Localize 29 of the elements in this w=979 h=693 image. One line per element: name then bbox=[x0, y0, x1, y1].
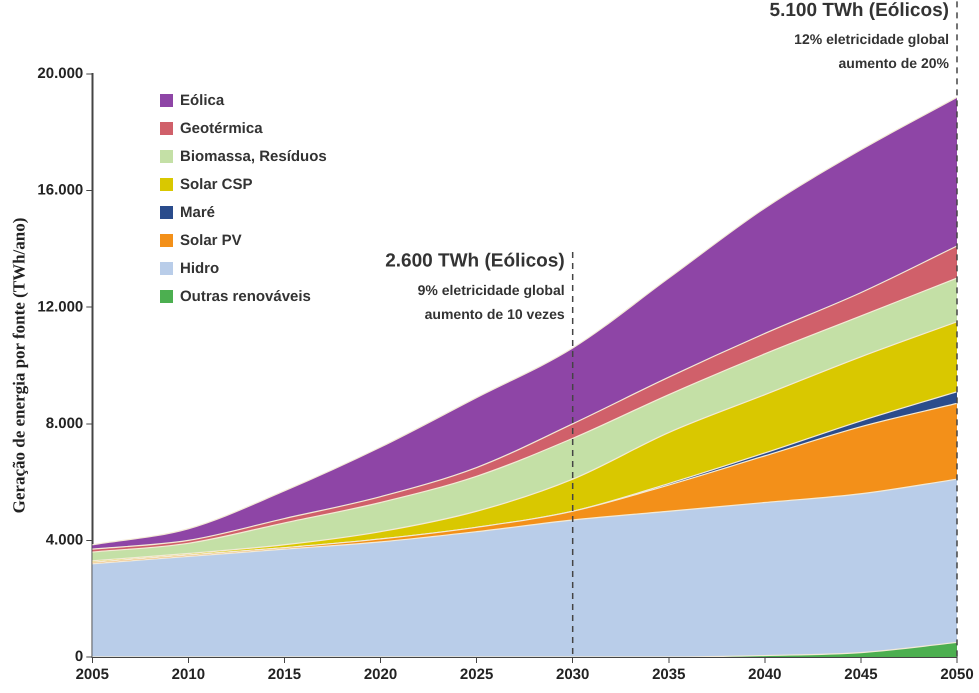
x-tick-label: 2030 bbox=[556, 666, 590, 684]
legend-label: Hidro bbox=[180, 260, 220, 276]
x-tick-label: 2045 bbox=[844, 666, 878, 684]
y-tick-label: 4.000 bbox=[46, 532, 84, 549]
x-tick-label: 2005 bbox=[76, 666, 109, 684]
y-tick-label: 20.000 bbox=[37, 65, 84, 82]
x-tick-label: 2010 bbox=[172, 666, 206, 684]
ref-line-label: 2.600 TWh (Eólicos) bbox=[385, 250, 565, 272]
legend-label: Solar CSP bbox=[180, 176, 253, 192]
legend-label: Biomassa, Resíduos bbox=[180, 148, 327, 164]
y-axis-title: Geração de energia por fonte (TWh/ano) bbox=[10, 218, 29, 514]
legend-label: Outras renováveis bbox=[180, 288, 311, 304]
x-tick-label: 2025 bbox=[460, 666, 494, 684]
x-tick-label: 2020 bbox=[364, 666, 398, 684]
legend-label: Maré bbox=[180, 204, 216, 220]
x-tick-label: 2035 bbox=[652, 666, 686, 684]
y-tick-label: 0 bbox=[74, 648, 84, 666]
annotation: 9% eletricidade global aumento de 10 vezes bbox=[418, 282, 565, 322]
annotation: 12% eletricidade global aumento de 20% bbox=[794, 31, 950, 72]
x-tick-label: 2015 bbox=[268, 666, 302, 684]
legend-label: Geotérmica bbox=[180, 120, 263, 136]
y-tick-label: 16.000 bbox=[37, 182, 84, 199]
legend-label: Eólica bbox=[180, 92, 224, 108]
y-tick-label: 8.000 bbox=[46, 414, 84, 432]
ref-line-label: 5.100 TWh (Eólicos) bbox=[770, 0, 949, 22]
legend-label: Solar PV bbox=[180, 232, 242, 248]
y-tick-label: 12.000 bbox=[37, 298, 84, 316]
x-tick-label: 2040 bbox=[748, 666, 782, 684]
x-tick-label: 2050 bbox=[940, 666, 974, 684]
